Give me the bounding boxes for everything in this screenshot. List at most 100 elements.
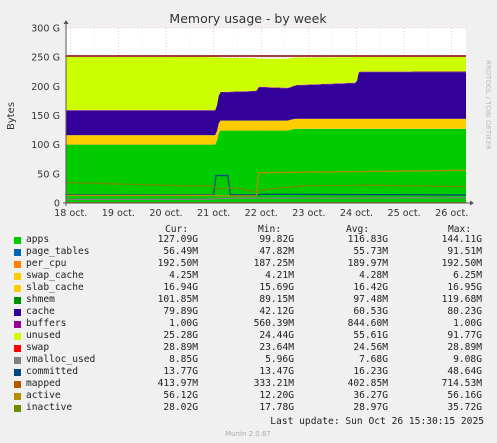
last-update: Last update: Sun Oct 26 15:30:15 2025 [270, 416, 484, 427]
legend-value-avg: 55.61G [353, 330, 388, 341]
legend-value-min: 13.47G [259, 366, 294, 377]
x-tick-label: 20 oct. [149, 208, 182, 219]
legend-row-buffers: buffers 1.00G 560.39M 844.60M 1.00G [0, 318, 497, 330]
legend-row-committed: committed 13.77G 13.47G 16.23G 48.64G [0, 366, 497, 378]
legend-swatch [14, 321, 21, 328]
legend-value-max: 1.00G [453, 318, 482, 329]
area-unused [66, 56, 466, 111]
legend-value-avg: 36.27G [353, 390, 388, 401]
legend-value-cur: 413.97M [157, 378, 198, 389]
legend-value-min: 15.69G [259, 282, 294, 293]
legend-value-min: 12.20G [259, 390, 294, 401]
legend-value-avg: 28.97G [353, 402, 388, 413]
legend-swatch [14, 405, 21, 412]
x-tick-label: 18 oct. [54, 208, 87, 219]
line-vmalloc_used [65, 197, 467, 201]
area-cache [66, 72, 466, 136]
legend-swatch [14, 261, 21, 268]
legend-label: per_cpu [26, 258, 67, 269]
legend-label: inactive [26, 402, 73, 413]
legend-row-shmem: shmem 101.85M 89.15M 97.48M 119.68M [0, 294, 497, 306]
legend-value-cur: 56.12G [163, 390, 198, 401]
legend-label: mapped [26, 378, 61, 389]
legend-row-per_cpu: per_cpu 192.50M 187.25M 189.97M 192.50M [0, 258, 497, 270]
legend-swatch [14, 357, 21, 364]
legend-value-min: 99.82G [259, 234, 294, 245]
legend-value-cur: 101.85M [157, 294, 198, 305]
legend-header-max: Max: [448, 224, 472, 235]
legend-value-max: 714.53M [441, 378, 482, 389]
legend-value-max: 6.25M [453, 270, 482, 281]
legend-value-min: 4.21M [265, 270, 294, 281]
y-axis-label: Bytes [6, 102, 17, 130]
legend-value-avg: 402.85M [347, 378, 388, 389]
legend-value-max: 16.95G [447, 282, 482, 293]
y-tick-label: 250 G [31, 53, 60, 64]
x-tick-label: 21 oct. [197, 208, 230, 219]
legend-value-avg: 55.73M [353, 246, 388, 257]
legend-value-max: 80.23G [447, 306, 482, 317]
legend-header-cur: Cur: [165, 224, 189, 235]
legend-value-min: 17.78G [259, 402, 294, 413]
legend-swatch [14, 237, 21, 244]
legend-label: active [26, 390, 61, 401]
legend-value-avg: 116.83G [347, 234, 388, 245]
legend-label: shmem [26, 294, 55, 305]
x-axis-arrow [470, 200, 474, 206]
legend-row-swap_cache: swap_cache 4.25M 4.21M 4.28M 6.25M [0, 270, 497, 282]
legend-value-max: 56.16G [447, 390, 482, 401]
legend-value-min: 5.96G [265, 354, 294, 365]
legend-swatch [14, 333, 21, 340]
x-tick-label: 25 oct. [387, 208, 420, 219]
legend-value-avg: 24.56M [353, 342, 388, 353]
legend-label: buffers [26, 318, 67, 329]
axes [63, 20, 474, 206]
y-tick-label: 200 G [31, 82, 60, 93]
legend-label: vmalloc_used [26, 354, 96, 365]
legend-swatch [14, 297, 21, 304]
legend-value-min: 89.15M [259, 294, 294, 305]
y-tick-labels: 0 50 G 100 G 150 G 200 G 250 G 300 G [31, 24, 60, 210]
y-tick-label: 100 G [31, 140, 60, 151]
legend-value-min: 333.21M [253, 378, 294, 389]
line-active [66, 169, 467, 197]
legend-value-min: 42.12G [259, 306, 294, 317]
legend-value-min: 560.39M [253, 318, 294, 329]
legend-value-avg: 189.97M [347, 258, 388, 269]
munin-footer: Munin 2.0.67 [225, 430, 271, 438]
legend-label: apps [26, 234, 50, 245]
line-committed [66, 174, 467, 196]
legend-swatch [14, 393, 21, 400]
legend-swatch [14, 369, 21, 376]
legend-swatch [14, 309, 21, 316]
legend-value-min: 24.44G [259, 330, 294, 341]
legend-value-cur: 1.00G [169, 318, 198, 329]
legend-label: cache [26, 306, 55, 317]
legend-label: swap [26, 342, 50, 353]
legend-label: page_tables [26, 246, 90, 257]
line-inactive [65, 181, 467, 194]
y-tick-label: 150 G [31, 111, 60, 122]
y-axis-arrow [63, 20, 69, 24]
legend-value-cur: 4.25M [169, 270, 198, 281]
legend-row-apps: apps 127.09G 99.82G 116.83G 144.11G [0, 234, 497, 246]
legend-value-max: 28.89M [447, 342, 482, 353]
y-tick-label: 0 [54, 199, 60, 210]
area-slab_cache [66, 118, 466, 145]
legend-value-max: 119.68M [441, 294, 482, 305]
legend-swatch [14, 249, 21, 256]
legend-label: slab_cache [26, 282, 84, 293]
legend-value-cur: 8.85G [169, 354, 198, 365]
legend-value-max: 91.51M [447, 246, 482, 257]
legend-value-cur: 56.49M [163, 246, 198, 257]
legend-value-max: 48.64G [447, 366, 482, 377]
chart-title: Memory usage - by week [169, 11, 327, 26]
legend-row-inactive: inactive 28.02G 17.78G 28.97G 35.72G [0, 402, 497, 414]
legend-value-max: 192.50M [441, 258, 482, 269]
legend-value-avg: 16.42G [353, 282, 388, 293]
legend-value-avg: 60.53G [353, 306, 388, 317]
x-tick-label: 26 oct. [435, 208, 468, 219]
legend-swatch [14, 285, 21, 292]
legend-value-avg: 16.23G [353, 366, 388, 377]
